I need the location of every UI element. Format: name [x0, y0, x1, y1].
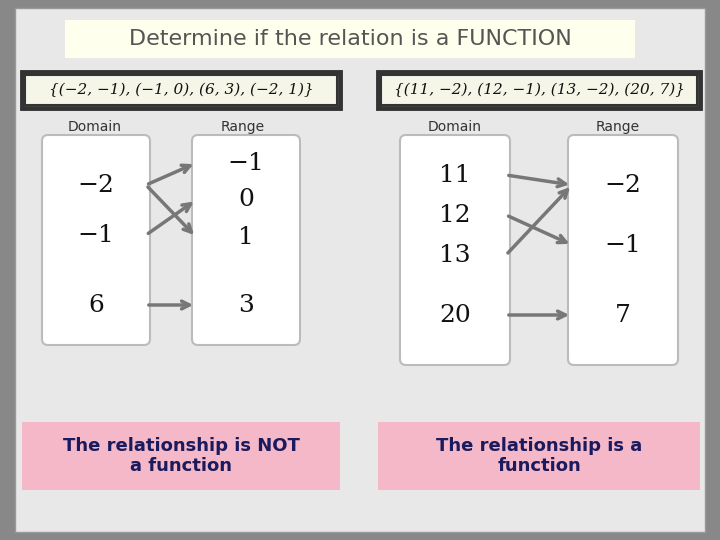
Text: 13: 13 — [439, 244, 471, 267]
Text: 0: 0 — [238, 188, 254, 212]
Text: −1: −1 — [605, 233, 642, 256]
FancyBboxPatch shape — [378, 422, 700, 490]
Text: 11: 11 — [439, 164, 471, 186]
FancyBboxPatch shape — [192, 135, 300, 345]
Text: −1: −1 — [78, 224, 114, 246]
FancyBboxPatch shape — [42, 135, 150, 345]
Text: Range: Range — [221, 120, 265, 134]
Text: 20: 20 — [439, 303, 471, 327]
Text: 12: 12 — [439, 204, 471, 226]
Text: {(−2, −1), (−1, 0), (6, 3), (−2, 1)}: {(−2, −1), (−1, 0), (6, 3), (−2, 1)} — [49, 83, 313, 97]
Text: −1: −1 — [228, 152, 264, 174]
Text: The relationship is a
function: The relationship is a function — [436, 437, 642, 475]
Text: The relationship is NOT
a function: The relationship is NOT a function — [63, 437, 300, 475]
FancyBboxPatch shape — [15, 8, 705, 532]
Text: Determine if the relation is a FUNCTION: Determine if the relation is a FUNCTION — [129, 29, 572, 49]
FancyBboxPatch shape — [400, 135, 510, 365]
Text: {(11, −2), (12, −1), (13, −2), (20, 7)}: {(11, −2), (12, −1), (13, −2), (20, 7)} — [394, 83, 685, 97]
Text: Domain: Domain — [428, 120, 482, 134]
Text: 3: 3 — [238, 294, 254, 316]
Text: −2: −2 — [605, 173, 642, 197]
FancyBboxPatch shape — [22, 72, 340, 108]
Text: Domain: Domain — [68, 120, 122, 134]
Text: 7: 7 — [615, 303, 631, 327]
FancyBboxPatch shape — [22, 422, 340, 490]
FancyBboxPatch shape — [381, 75, 697, 105]
Text: 1: 1 — [238, 226, 254, 248]
Text: 6: 6 — [88, 294, 104, 316]
Text: Range: Range — [596, 120, 640, 134]
FancyBboxPatch shape — [65, 20, 635, 58]
Text: −2: −2 — [78, 173, 114, 197]
FancyBboxPatch shape — [568, 135, 678, 365]
FancyBboxPatch shape — [25, 75, 337, 105]
FancyBboxPatch shape — [378, 72, 700, 108]
